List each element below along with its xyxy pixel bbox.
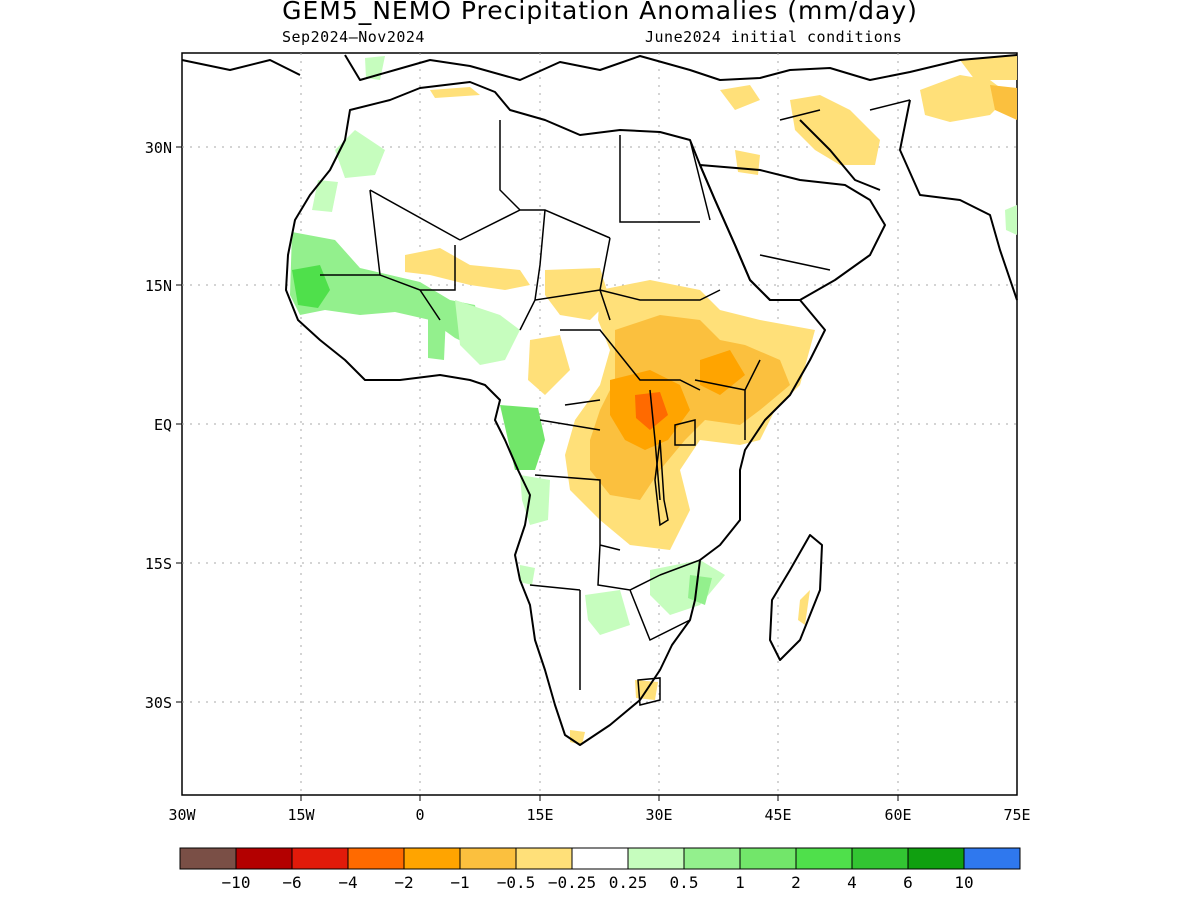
- lon-label: 15E: [526, 806, 553, 824]
- lon-label: 0: [415, 806, 424, 824]
- legend-swatch: [739, 847, 797, 870]
- lon-label: 15W: [287, 806, 315, 824]
- legend-label: −0.25: [548, 873, 596, 892]
- legend-swatch: [627, 847, 685, 870]
- latitude-labels: 30N 15N EQ 15S 30S: [145, 139, 172, 712]
- lat-label: 15N: [145, 277, 172, 295]
- legend-label: 10: [954, 873, 973, 892]
- color-legend: [179, 847, 1021, 870]
- legend-swatch: [571, 847, 629, 870]
- lat-label: EQ: [154, 416, 172, 434]
- lat-label: 30N: [145, 139, 172, 157]
- legend-swatch: [963, 847, 1021, 870]
- longitude-labels: 30W 15W 0 15E 30E 45E 60E 75E: [168, 806, 1030, 824]
- lon-label: 30W: [168, 806, 196, 824]
- precip-anomaly-shading: [290, 55, 1017, 745]
- legend-swatch: [795, 847, 853, 870]
- lon-label: 45E: [764, 806, 791, 824]
- legend-labels: −10 −6 −4 −2 −1 −0.5 −0.25 0.25 0.5 1 2 4 6 10: [222, 873, 974, 892]
- legend-label: −6: [282, 873, 301, 892]
- legend-label: −1: [450, 873, 469, 892]
- legend-label: 2: [791, 873, 801, 892]
- initial-conditions-label: June2024 initial conditions: [645, 28, 903, 46]
- legend-label: −0.5: [497, 873, 536, 892]
- legend-swatch: [347, 847, 405, 870]
- map-title: GEM5_NEMO Precipitation Anomalies (mm/da…: [282, 0, 918, 25]
- legend-swatch: [851, 847, 909, 870]
- legend-swatch: [459, 847, 517, 870]
- legend-label: −2: [394, 873, 413, 892]
- legend-swatch: [291, 847, 349, 870]
- legend-swatch: [907, 847, 965, 870]
- lon-label: 60E: [884, 806, 911, 824]
- lat-label: 30S: [145, 694, 172, 712]
- lon-label: 75E: [1003, 806, 1030, 824]
- legend-swatch: [515, 847, 573, 870]
- season-label: Sep2024–Nov2024: [282, 28, 425, 46]
- legend-swatch: [235, 847, 293, 870]
- lakes: [637, 419, 696, 706]
- legend-label: 4: [847, 873, 857, 892]
- lon-ticks: [300, 795, 899, 801]
- country-borders: [320, 99, 911, 690]
- legend-label: 0.5: [670, 873, 699, 892]
- legend-label: 1: [735, 873, 745, 892]
- lon-label: 30E: [645, 806, 672, 824]
- lat-ticks: [176, 146, 182, 703]
- legend-swatch: [683, 847, 741, 870]
- legend-swatch: [403, 847, 461, 870]
- legend-label: 0.25: [609, 873, 648, 892]
- lat-label: 15S: [145, 555, 172, 573]
- legend-label: −10: [222, 873, 251, 892]
- legend-swatch: [179, 847, 237, 870]
- legend-label: −4: [338, 873, 357, 892]
- legend-label: 6: [903, 873, 913, 892]
